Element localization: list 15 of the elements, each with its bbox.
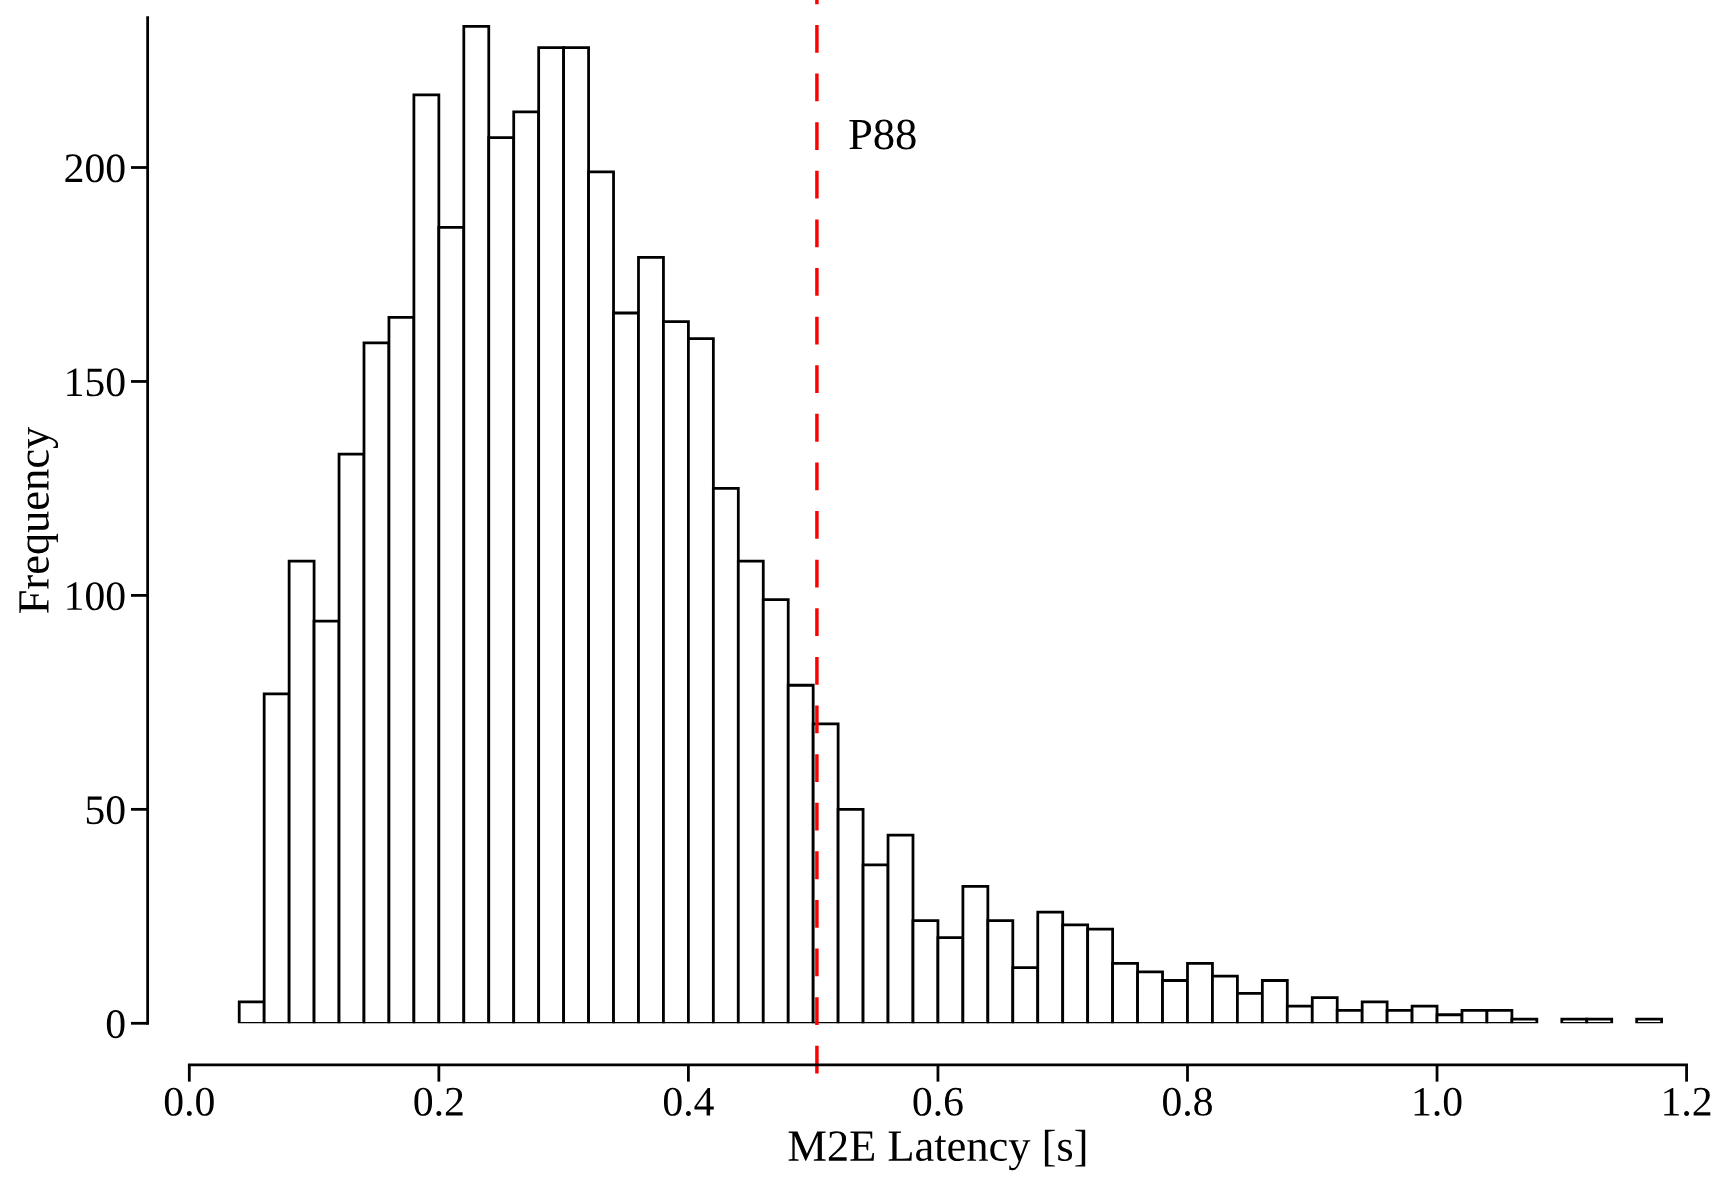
y-tick-label: 200 [65, 154, 125, 183]
ref-line-label: P88 [849, 119, 916, 150]
y-tick-label: 150 [67, 368, 125, 397]
y-axis-title: Frequency [19, 426, 59, 614]
y-tick-label: 100 [67, 582, 125, 611]
x-tick-label: 1.2 [1664, 1087, 1711, 1116]
x-tick-label: 0.8 [1163, 1087, 1212, 1116]
x-tick-label: 1.0 [1414, 1087, 1462, 1116]
y-tick-label: 50 [86, 796, 125, 825]
x-tick-label: 0.2 [414, 1087, 463, 1116]
x-tick-label: 0.4 [663, 1087, 714, 1116]
y-tick-label: 0 [106, 1010, 125, 1039]
x-tick-label: 0.0 [164, 1087, 214, 1116]
x-axis-title: M2E Latency [s] [788, 1129, 1086, 1171]
x-tick-label: 0.6 [913, 1087, 963, 1116]
